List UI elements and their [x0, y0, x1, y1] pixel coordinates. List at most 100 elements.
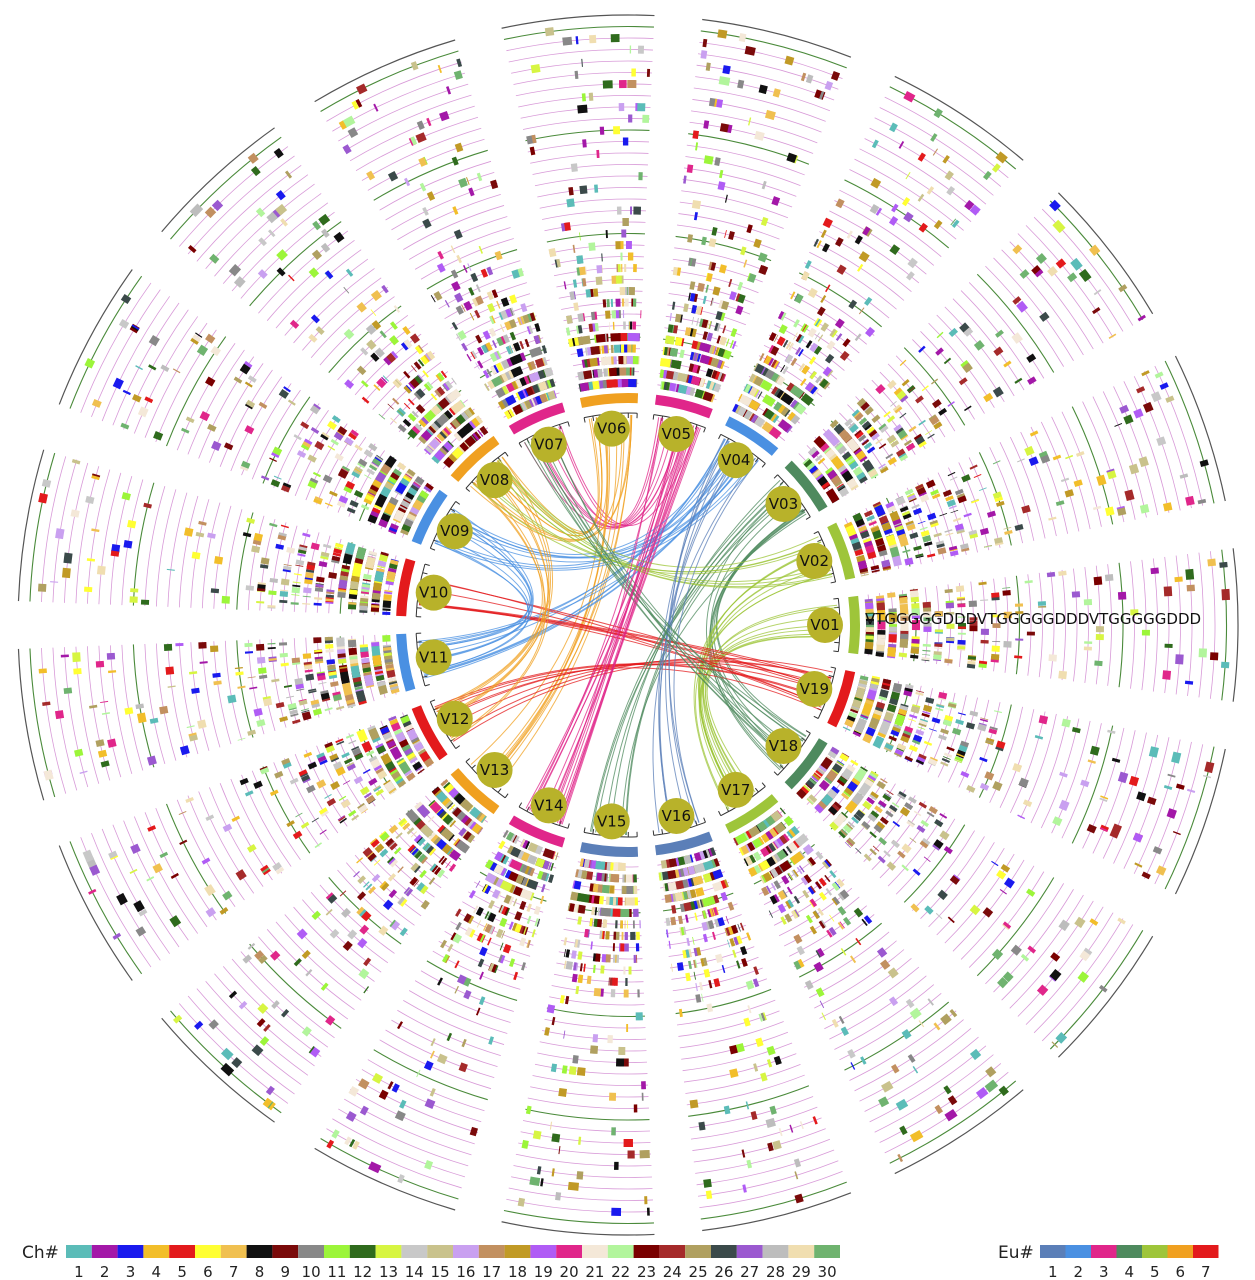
synteny-block [755, 1037, 764, 1048]
synteny-block [842, 726, 851, 732]
synteny-block [630, 321, 633, 330]
synteny-block [199, 410, 210, 422]
synteny-block [1141, 871, 1151, 880]
synteny-block [705, 284, 709, 293]
synteny-block [344, 758, 353, 765]
synteny-block [135, 926, 147, 937]
synteny-block [276, 249, 288, 261]
synteny-block [823, 859, 831, 868]
synteny-block [886, 861, 897, 871]
synteny-block [800, 393, 814, 406]
synteny-block [945, 495, 954, 502]
track-line [1009, 241, 1094, 350]
synteny-block [444, 783, 455, 794]
synteny-block [818, 877, 827, 887]
synteny-block [672, 266, 678, 276]
synteny-block [497, 374, 507, 384]
synteny-block [455, 840, 465, 850]
synteny-block [947, 471, 956, 477]
track-line [976, 877, 1055, 977]
synteny-block [482, 370, 490, 379]
track-line [462, 901, 537, 935]
synteny-block [904, 687, 913, 693]
synteny-block [595, 860, 606, 870]
track-line [305, 423, 348, 501]
synteny-block [812, 1116, 818, 1125]
synteny-block [301, 709, 310, 713]
synteny-block [918, 222, 928, 233]
synteny-block [813, 238, 820, 247]
synteny-block [345, 542, 356, 555]
synteny-block [493, 864, 505, 875]
synteny-block [387, 403, 394, 410]
synteny-block [72, 652, 81, 663]
synteny-block [596, 149, 600, 159]
synteny-block [861, 918, 868, 927]
synteny-block [452, 933, 463, 944]
synteny-block [395, 777, 405, 786]
synteny-block [1111, 757, 1121, 763]
synteny-block [694, 388, 705, 399]
synteny-block [410, 831, 418, 838]
synteny-block [944, 170, 954, 181]
track-line [165, 803, 227, 914]
synteny-block [525, 1105, 532, 1115]
synteny-block [195, 531, 205, 538]
synteny-block [732, 949, 737, 958]
synteny-block [205, 814, 215, 822]
scale-tick [833, 650, 839, 653]
synteny-block [860, 1056, 867, 1065]
synteny-block [702, 933, 708, 943]
track-line [214, 183, 315, 277]
track-line [258, 936, 349, 1020]
synteny-block [969, 904, 981, 916]
track-line [936, 847, 1005, 936]
synteny-block [258, 401, 268, 409]
synteny-block [599, 930, 603, 939]
synteny-block [363, 573, 372, 580]
synteny-block [146, 755, 157, 766]
synteny-block [344, 379, 355, 389]
synteny-block [220, 1047, 234, 1061]
synteny-block [331, 415, 341, 424]
synteny-block [718, 76, 731, 86]
track-line [859, 148, 972, 222]
track-line [98, 645, 122, 778]
synteny-block [772, 88, 781, 98]
synteny-block [201, 857, 211, 865]
synteny-block [343, 485, 353, 494]
synteny-block [502, 334, 510, 344]
track-line [696, 64, 835, 101]
synteny-block [978, 660, 988, 665]
synteny-block [798, 363, 806, 372]
synteny-block [343, 286, 350, 294]
track-line [1107, 564, 1112, 686]
synteny-block [288, 274, 295, 282]
synteny-block [991, 948, 1004, 961]
synteny-block [703, 968, 711, 978]
synteny-block [588, 92, 594, 101]
synteny-block [700, 958, 705, 967]
synteny-block [444, 300, 450, 308]
synteny-block [856, 554, 865, 561]
synteny-block [107, 738, 117, 748]
synteny-block [820, 294, 827, 303]
synteny-block [702, 391, 714, 402]
synteny-block [725, 915, 729, 924]
synteny-block [722, 325, 727, 334]
synteny-block [624, 920, 626, 929]
synteny-block [813, 345, 823, 355]
track-line [1071, 406, 1114, 525]
synteny-block [204, 884, 216, 897]
track-line [176, 799, 236, 907]
synteny-block [892, 685, 902, 693]
synteny-block [982, 170, 992, 181]
synteny-block [355, 546, 367, 560]
track-line [294, 753, 339, 834]
synteny-block [1132, 832, 1144, 843]
synteny-block [258, 954, 268, 964]
synteny-block [927, 433, 935, 439]
synteny-block [895, 1098, 909, 1111]
outer-boundary-arc [501, 1221, 655, 1236]
synteny-block [936, 331, 944, 339]
